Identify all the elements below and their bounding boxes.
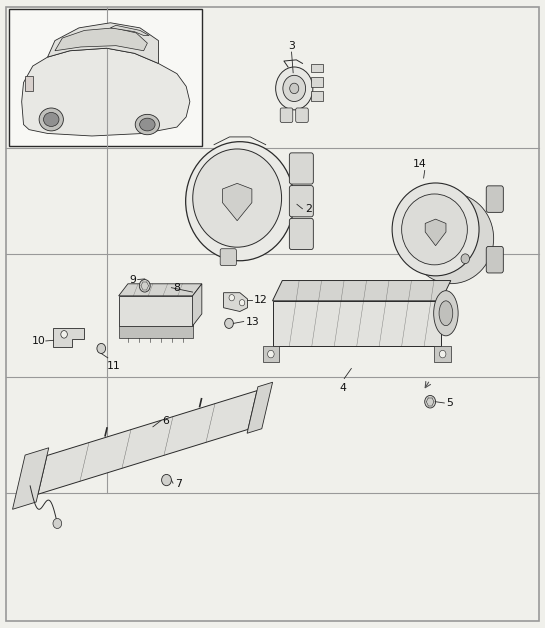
FancyBboxPatch shape (311, 77, 323, 87)
Ellipse shape (135, 114, 160, 135)
Polygon shape (111, 25, 149, 36)
Bar (9, 9, 202, 146)
Ellipse shape (402, 194, 468, 265)
Polygon shape (263, 346, 279, 362)
Text: 3: 3 (288, 41, 295, 51)
FancyBboxPatch shape (289, 153, 313, 184)
Text: 8: 8 (173, 283, 180, 293)
Circle shape (53, 519, 62, 529)
Circle shape (290, 83, 299, 94)
Circle shape (140, 279, 150, 292)
FancyBboxPatch shape (289, 219, 313, 249)
Ellipse shape (439, 301, 453, 326)
Polygon shape (192, 284, 202, 326)
Text: 7: 7 (174, 479, 181, 489)
Circle shape (229, 295, 234, 301)
FancyBboxPatch shape (311, 64, 323, 72)
FancyBboxPatch shape (289, 186, 313, 217)
Polygon shape (38, 391, 257, 494)
Ellipse shape (409, 193, 494, 284)
FancyBboxPatch shape (311, 91, 323, 101)
Ellipse shape (193, 149, 282, 247)
Circle shape (461, 254, 469, 264)
Polygon shape (272, 281, 451, 301)
Polygon shape (247, 382, 272, 433)
Text: 10: 10 (32, 336, 45, 346)
Polygon shape (434, 346, 451, 362)
Text: 6: 6 (163, 416, 169, 426)
Circle shape (276, 67, 313, 110)
Text: 4: 4 (340, 383, 347, 393)
Text: 14: 14 (413, 159, 426, 169)
Polygon shape (47, 23, 159, 63)
Circle shape (162, 474, 171, 485)
Polygon shape (425, 219, 446, 246)
Circle shape (97, 344, 106, 354)
FancyBboxPatch shape (486, 186, 504, 212)
FancyBboxPatch shape (220, 249, 237, 266)
Polygon shape (55, 28, 147, 51)
Text: 13: 13 (245, 317, 259, 327)
Text: 9: 9 (130, 274, 137, 284)
Polygon shape (119, 284, 202, 296)
FancyBboxPatch shape (296, 108, 308, 122)
Circle shape (439, 350, 446, 358)
Text: 12: 12 (253, 295, 267, 305)
Circle shape (425, 396, 435, 408)
Polygon shape (53, 328, 84, 347)
Circle shape (225, 318, 233, 328)
Polygon shape (272, 301, 441, 346)
Text: 2: 2 (305, 203, 312, 214)
Text: 11: 11 (107, 361, 120, 371)
Circle shape (61, 330, 68, 338)
Polygon shape (222, 183, 252, 220)
Ellipse shape (186, 142, 294, 261)
Ellipse shape (44, 112, 59, 126)
Text: 5: 5 (446, 398, 453, 408)
FancyBboxPatch shape (280, 108, 293, 122)
Circle shape (239, 300, 245, 306)
Ellipse shape (434, 291, 458, 336)
Polygon shape (223, 293, 247, 311)
Ellipse shape (39, 108, 63, 131)
Polygon shape (13, 448, 49, 509)
Polygon shape (119, 296, 192, 326)
Ellipse shape (392, 183, 479, 276)
Polygon shape (119, 326, 192, 338)
Circle shape (283, 75, 306, 102)
Polygon shape (22, 48, 190, 136)
Circle shape (268, 350, 274, 358)
Ellipse shape (140, 118, 155, 131)
Bar (26, 76, 33, 92)
FancyBboxPatch shape (486, 246, 504, 273)
